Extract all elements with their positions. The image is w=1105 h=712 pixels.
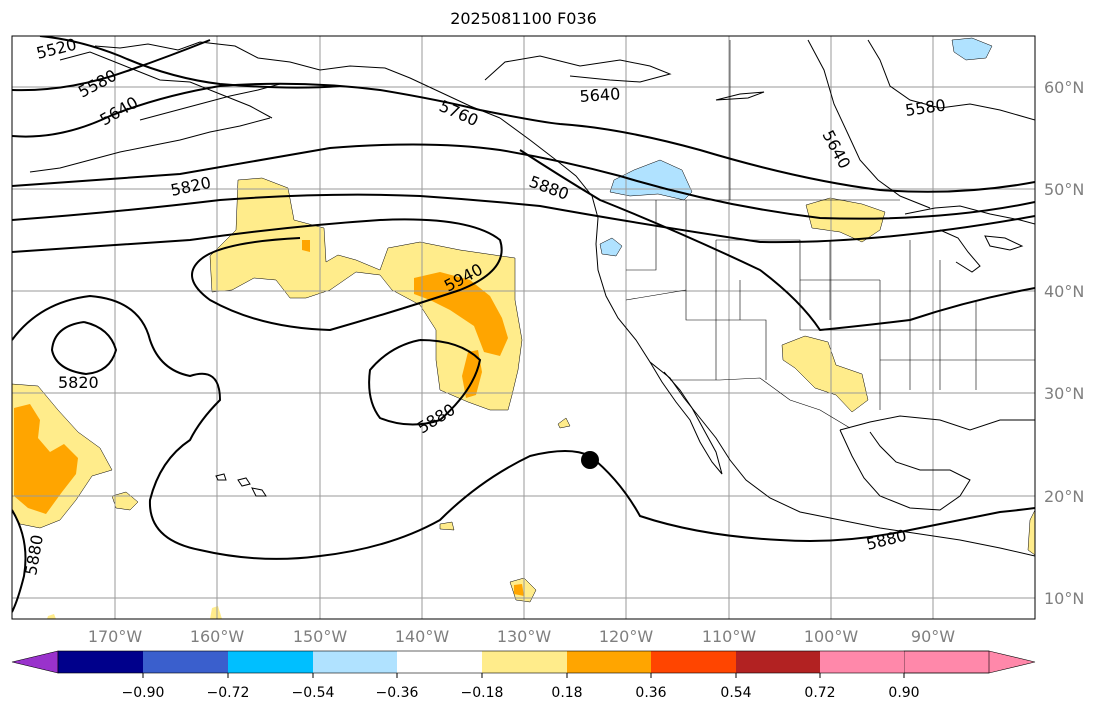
longitude-labels: 170°W 160°W 150°W 140°W 130°W 120°W 110°… [88, 627, 955, 646]
contour-label: 5640 [818, 127, 854, 172]
lon-tick-label: 120°W [599, 627, 654, 646]
contour-label: 5820 [58, 373, 99, 392]
contour-label: 5640 [97, 93, 142, 130]
contour-label: 5580 [904, 95, 947, 119]
lon-tick-label: 140°W [395, 627, 450, 646]
lon-tick-label: 150°W [293, 627, 348, 646]
colorbar-segment [567, 651, 651, 673]
state-borders [600, 40, 1035, 429]
colorbar-extend-high [903, 650, 1036, 674]
colorbar-tick-label: 0.18 [551, 685, 582, 701]
colorbar: −0.90 −0.72 −0.54 −0.36 −0.18 0.18 0.36 … [11, 650, 1036, 701]
lat-tick-label: 30°N [1044, 384, 1084, 403]
colorbar-segment [143, 651, 228, 673]
gridlines [12, 36, 1035, 619]
height-contours [12, 36, 1035, 613]
contour-label: 5880 [527, 172, 572, 204]
colorbar-segment [58, 651, 143, 673]
colorbar-segment [651, 651, 736, 673]
lon-tick-label: 90°W [911, 627, 955, 646]
colorbar-tick-label: 0.72 [804, 685, 835, 701]
map-frame [11, 35, 1036, 620]
colorbar-tick-label: 0.36 [635, 685, 666, 701]
colorbar-tick-label: −0.90 [122, 685, 165, 701]
lat-tick-label: 50°N [1044, 180, 1084, 199]
contour-label: 5820 [169, 173, 213, 200]
colorbar-tick-label: −0.72 [207, 685, 250, 701]
colorbar-outline [57, 650, 990, 674]
colorbar-segment [482, 651, 567, 673]
latitude-labels: 10°N 20°N 30°N 40°N 50°N 60°N [1044, 78, 1084, 608]
colorbar-segment [313, 651, 397, 673]
colorbar-segment [736, 651, 820, 673]
shaded-anomaly-field [12, 37, 1035, 619]
coastlines [29, 39, 1035, 557]
map-title: 2025081100 F036 [450, 9, 597, 28]
contour-label: 5880 [21, 533, 47, 576]
colorbar-segment [397, 651, 482, 673]
colorbar-extend-low [11, 650, 59, 674]
colorbar-segment [820, 651, 904, 673]
lon-tick-label: 170°W [88, 627, 143, 646]
contour-label: 5580 [75, 66, 120, 102]
colorbar-tick-label: 0.54 [720, 685, 751, 701]
lon-tick-label: 100°W [804, 627, 859, 646]
contour-label: 5760 [436, 96, 481, 130]
lon-tick-label: 130°W [497, 627, 552, 646]
colorbar-segment [228, 651, 313, 673]
colorbar-tick-label: −0.36 [376, 685, 419, 701]
colorbar-tick-label: −0.54 [292, 685, 335, 701]
colorbar-tick-label: 0.90 [888, 685, 919, 701]
lat-tick-label: 10°N [1044, 589, 1084, 608]
lon-tick-label: 160°W [190, 627, 245, 646]
colorbar-tick-label: −0.18 [461, 685, 504, 701]
contour-label: 5520 [34, 35, 78, 63]
contour-label: 5880 [864, 526, 908, 554]
contour-label: 5880 [414, 400, 459, 438]
contour-label: 5640 [579, 84, 621, 106]
lon-tick-label: 110°W [702, 627, 757, 646]
lat-tick-label: 20°N [1044, 487, 1084, 506]
storm-center-marker [581, 451, 599, 469]
lat-tick-label: 60°N [1044, 78, 1084, 97]
lat-tick-label: 40°N [1044, 282, 1084, 301]
